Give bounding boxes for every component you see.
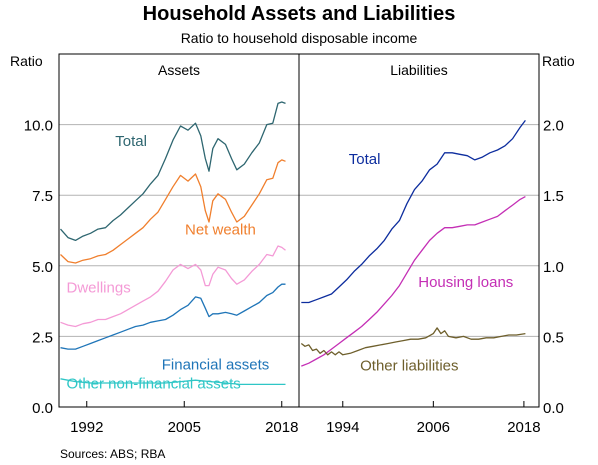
assets-y-tick-label: 2.5	[32, 329, 53, 346]
assets-y-tick-label: 0.0	[32, 400, 53, 417]
liabilities-y-tick-label: 0.0	[543, 400, 564, 417]
assets-series-label-total: Total	[115, 133, 147, 150]
assets-x-tick-label: 1992	[70, 419, 103, 436]
right-axis-label: Ratio	[542, 53, 575, 69]
assets-series-label-financial-assets: Financial assets	[162, 356, 270, 373]
liabilities-y-tick-label: 1.5	[543, 188, 564, 205]
liabilities-series-other-liabilities	[300, 327, 526, 356]
liabilities-series-label-other-liabilities: Other liabilities	[360, 357, 458, 374]
liabilities-y-tick-label: 1.0	[543, 259, 564, 276]
liabilities-series-label-total: Total	[349, 151, 381, 168]
liabilities-y-tick-label: 2.0	[543, 118, 564, 135]
assets-series-net-wealth	[60, 159, 286, 264]
assets-series-total	[60, 101, 286, 242]
chart-subtitle: Ratio to household disposable income	[181, 30, 418, 46]
liabilities-x-tick-label: 1994	[326, 419, 359, 436]
assets-series-financial-assets	[60, 283, 286, 350]
liabilities-x-tick-label: 2018	[507, 419, 540, 436]
assets-x-tick-label: 2005	[168, 419, 201, 436]
assets-series-label-net-wealth: Net wealth	[185, 222, 256, 239]
liabilities-y-tick-label: 0.5	[543, 329, 564, 346]
assets-series-label-other-non-financial-assets: Other non-financial assets	[67, 376, 241, 393]
assets-y-tick-label: 5.0	[32, 259, 53, 276]
panel-title-assets: Assets	[158, 62, 200, 78]
liabilities-series-total	[301, 120, 526, 304]
assets-series-other-non-financial-assets	[60, 378, 286, 386]
assets-series-label-dwellings: Dwellings	[67, 280, 131, 297]
liabilities-series-housing-loans	[301, 196, 526, 367]
liabilities-series-label-housing-loans: Housing loans	[418, 274, 513, 291]
liabilities-x-tick-label: 2006	[417, 419, 450, 436]
source-note: Sources: ABS; RBA	[60, 447, 165, 461]
assets-x-tick-label: 2018	[265, 419, 298, 436]
assets-series-dwellings	[60, 245, 286, 328]
chart-title: Household Assets and Liabilities	[143, 3, 456, 25]
assets-y-tick-label: 7.5	[32, 188, 53, 205]
panel-title-liabilities: Liabilities	[390, 62, 448, 78]
left-axis-label: Ratio	[10, 53, 43, 69]
assets-y-tick-label: 10.0	[24, 118, 53, 135]
